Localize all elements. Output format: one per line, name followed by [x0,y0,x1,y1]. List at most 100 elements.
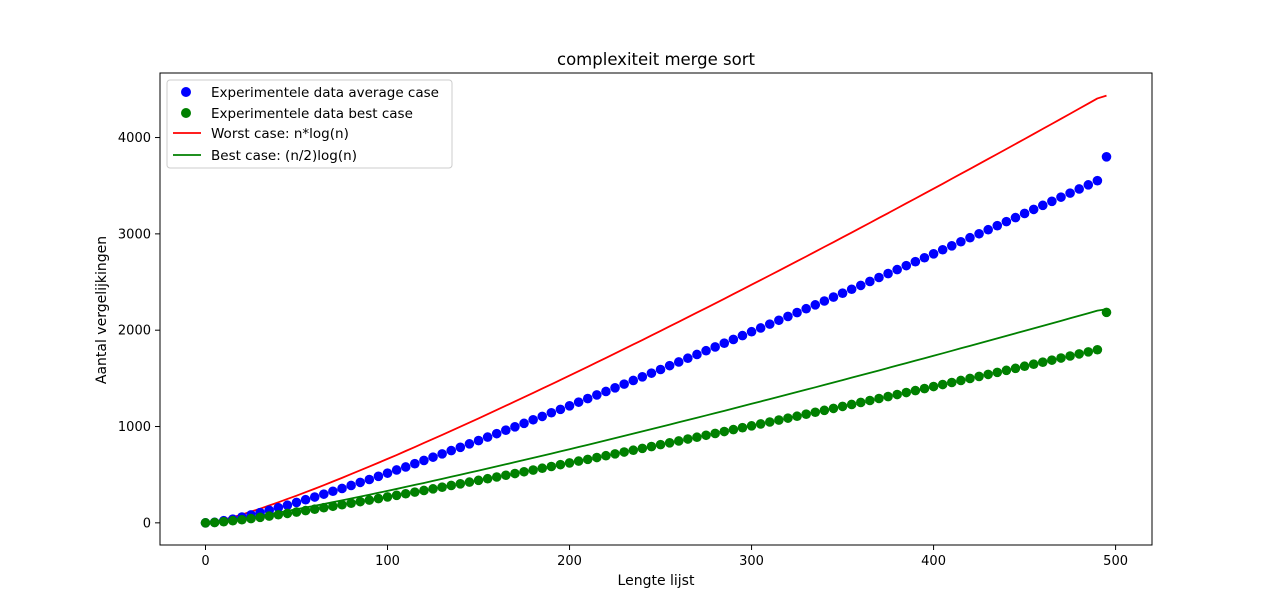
data-point-average-case [1101,152,1112,162]
series-lines [205,94,1107,524]
data-point-average-case [282,500,293,511]
data-point-best-case [792,411,802,422]
data-point-average-case [419,455,429,466]
data-point-average-case [437,449,447,459]
y-tick-label: 4000 [118,131,151,146]
data-point-average-case [546,407,557,418]
data-point-best-case [282,508,293,519]
data-point-best-case [1019,361,1030,372]
data-point-average-case [1047,196,1057,207]
data-point-best-case [319,502,329,513]
data-point-average-case [592,390,602,400]
data-point-best-case [1037,357,1048,367]
data-point-best-case [837,401,848,412]
data-point-best-case [1074,349,1084,359]
data-point-best-case [255,512,265,523]
x-tick-label: 400 [921,554,946,569]
data-point-best-case [537,463,548,474]
data-point-best-case [501,470,511,481]
legend-label-average-case: Experimentele data average case [211,85,439,101]
data-point-best-case [637,443,648,454]
data-point-average-case [309,492,320,502]
legend-label-best-case-curve: Best case: (n/2)log(n) [211,148,357,164]
data-point-best-case [619,447,629,457]
legend-box [166,79,453,169]
x-tick-label: 0 [201,554,209,569]
x-tick-label: 500 [1103,554,1128,569]
chart-title: complexiteit merge sort [557,50,755,69]
data-point-average-case [491,428,502,439]
data-point-best-case [992,367,1003,378]
data-point-best-case [1010,363,1021,374]
data-point-average-case [846,284,857,295]
data-point-average-case [582,393,593,404]
data-point-average-case [501,425,511,435]
data-point-average-case [865,276,875,287]
data-point-best-case [337,499,347,510]
data-point-average-case [364,474,375,485]
data-point-average-case [992,220,1003,231]
data-point-average-case [400,462,411,472]
data-point-best-case [846,399,857,410]
data-point-best-case [701,430,711,441]
data-point-average-case [619,379,629,389]
data-point-best-case [419,485,429,496]
data-point-best-case [555,459,566,470]
data-point-average-case [710,342,720,352]
x-tick-label: 200 [557,554,582,569]
data-point-best-case [1065,351,1075,361]
data-point-best-case [946,377,957,388]
data-point-average-case [482,432,493,442]
data-point-best-case [573,456,584,466]
data-point-average-case [837,288,848,299]
data-point-best-case [437,482,447,493]
data-point-average-case [910,256,921,267]
data-point-best-case [373,493,384,504]
data-point-best-case [1101,307,1112,318]
data-point-average-case [801,303,811,314]
data-point-best-case [228,515,238,526]
data-point-average-case [737,330,748,341]
data-point-best-case [482,473,493,484]
data-point-best-case [664,438,675,448]
data-point-best-case [200,518,211,528]
data-point-average-case [610,383,620,393]
legend-marker-average-case [181,87,191,97]
data-point-average-case [974,228,984,239]
data-point-average-case [410,458,420,469]
data-point-best-case [519,466,529,477]
data-point-average-case [855,280,866,291]
data-point-average-case [874,272,884,283]
data-point-average-case [473,435,484,446]
data-point-average-case [1065,188,1075,198]
data-point-best-case [391,490,402,501]
data-point-best-case [291,507,302,517]
data-point-best-case [1056,353,1066,363]
data-point-best-case [956,375,966,386]
data-point-best-case [673,436,684,446]
data-point-best-case [965,373,975,384]
data-point-average-case [755,323,766,333]
data-point-average-case [355,477,366,488]
data-point-best-case [855,397,866,408]
data-point-best-case [764,417,775,427]
data-point-best-case [328,501,338,512]
legend: Experimentele data average case Experime… [166,79,453,169]
data-point-average-case [673,357,684,367]
data-point-best-case [246,513,256,524]
y-tick-label: 2000 [118,324,151,339]
data-point-best-case [719,426,730,437]
data-point-best-case [819,405,830,416]
data-point-average-case [373,471,384,482]
axes-frame [159,72,1153,546]
data-point-best-case [883,391,893,402]
data-point-average-case [446,445,457,456]
data-point-best-case [910,385,921,396]
data-point-best-case [364,495,375,505]
data-point-best-case [473,475,484,486]
data-point-best-case [774,415,784,425]
data-point-average-case [519,418,529,429]
y-tick-label: 0 [143,516,151,531]
data-point-average-case [1074,184,1084,194]
data-point-average-case [792,307,802,318]
